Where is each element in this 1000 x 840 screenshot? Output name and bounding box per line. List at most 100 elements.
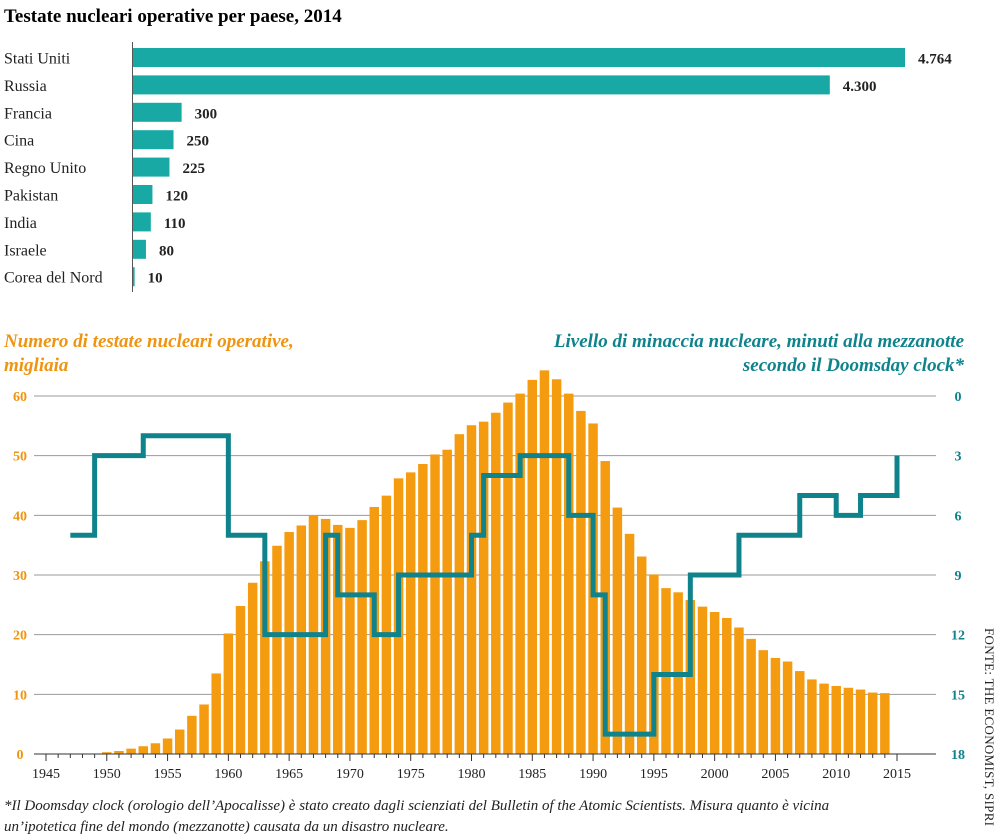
x-tick-label: 1965	[275, 767, 303, 782]
warhead-bar	[551, 379, 562, 754]
warhead-bar	[187, 715, 197, 754]
warhead-bar	[770, 657, 781, 754]
bar-category-label: Corea del Nord	[4, 270, 103, 287]
country-bar	[133, 157, 170, 177]
warhead-bar	[819, 683, 829, 754]
right-y-tick: 0	[955, 390, 962, 405]
warhead-bar	[612, 507, 623, 754]
left-y-tick: 0	[17, 748, 24, 763]
warhead-bar	[199, 704, 209, 754]
left-y-tick: 60	[13, 390, 27, 405]
footnote-line2: un’ipotetica fine del mondo (mezzanotte)…	[4, 819, 449, 835]
warhead-bar	[576, 410, 586, 754]
footnote-line1: *Il Doomsday clock (orologio dell’Apocal…	[4, 798, 829, 814]
country-bar	[133, 185, 153, 204]
country-bar	[133, 48, 905, 67]
warhead-bar	[345, 527, 355, 754]
x-tick-label: 1975	[397, 767, 425, 782]
right-y-tick: 18	[951, 748, 965, 763]
right-y-tick: 15	[951, 688, 965, 703]
warhead-bar	[272, 545, 282, 754]
warhead-bar	[624, 533, 635, 754]
source-label: FONTE: THE ECONOMIST, SIPRI	[982, 628, 997, 826]
warhead-bar	[649, 574, 659, 754]
warhead-bar	[491, 412, 501, 754]
warhead-bar	[381, 495, 392, 754]
right-y-tick: 6	[955, 509, 962, 524]
warhead-bar	[527, 379, 538, 754]
bar-value-label: 250	[187, 134, 210, 150]
bar-value-label: 10	[148, 271, 163, 287]
doomsday-clock-line	[70, 433, 900, 737]
warhead-bar	[126, 748, 136, 754]
bar-category-label: Francia	[4, 105, 52, 122]
bar-category-label: Israele	[4, 242, 47, 259]
warhead-bar	[661, 588, 671, 754]
left-axis-title-line1: Numero di testate nucleari operative,	[3, 331, 294, 352]
bar-value-label: 120	[165, 189, 188, 205]
left-y-tick: 40	[13, 509, 27, 524]
bar-category-label: Russia	[4, 78, 47, 95]
bar-value-label: 4.300	[843, 79, 877, 95]
warhead-bar	[746, 638, 756, 754]
warhead-bar	[102, 752, 112, 754]
warhead-bar	[782, 661, 793, 754]
warhead-bar	[296, 525, 307, 754]
warhead-bar	[697, 606, 708, 754]
bar-category-label: Pakistan	[4, 188, 58, 205]
country-bar	[133, 75, 830, 95]
warhead-bar	[734, 627, 744, 754]
warhead-bar	[235, 606, 246, 754]
country-bar	[133, 267, 135, 287]
x-tick-label: 2000	[701, 767, 729, 782]
warhead-bar	[855, 689, 866, 754]
warhead-bar	[454, 434, 465, 754]
x-tick-label: 2015	[883, 767, 911, 782]
right-axis-title-line2: secondo il Doomsday clock*	[742, 355, 965, 376]
warhead-bar	[880, 693, 890, 754]
warhead-bar	[466, 425, 477, 754]
warhead-bar	[357, 520, 367, 754]
x-axis: 1945 1950 1955 1960 1965 1970 1975 1980 1985 1990…	[32, 753, 936, 782]
warhead-bar	[333, 524, 343, 754]
warhead-bar	[284, 532, 294, 754]
warhead-bar	[430, 454, 440, 754]
x-tick-label: 1960	[214, 767, 242, 782]
bar-value-label: 80	[159, 243, 174, 259]
right-axis-title-line1: Livello di minaccia nucleare, minuti all…	[553, 331, 965, 352]
x-tick-label: 1945	[32, 767, 60, 782]
bar-value-label: 225	[182, 161, 205, 177]
warhead-bar	[795, 671, 805, 754]
bar-category-label: Stati Uniti	[4, 51, 71, 68]
x-tick-label: 1970	[336, 767, 364, 782]
warhead-bar	[260, 561, 270, 754]
country-bar	[133, 212, 151, 232]
right-y-axis: 0 3 6 9 12 15 18	[951, 390, 965, 763]
x-tick-label: 1985	[518, 767, 546, 782]
left-axis-title-line2: migliaia	[4, 355, 69, 376]
country-bar	[133, 130, 174, 150]
warhead-bar	[515, 393, 525, 754]
bar-value-label: 4.764	[918, 52, 952, 68]
warhead-bar	[685, 600, 696, 754]
left-y-axis: 0 10 20 30 40 50 60	[13, 390, 27, 763]
x-tick-label: 2005	[761, 767, 789, 782]
warhead-bar	[418, 464, 428, 754]
warhead-bar	[807, 679, 817, 754]
bar-category-label: Regno Unito	[4, 160, 86, 177]
warhead-bar	[150, 743, 161, 754]
right-y-tick: 9	[955, 569, 962, 584]
warhead-bar	[223, 633, 234, 754]
warhead-bar	[442, 449, 452, 754]
warhead-bar	[174, 729, 185, 754]
bar-chart-title: Testate nucleari operative per paese, 20…	[4, 6, 342, 27]
warhead-bar	[758, 650, 769, 754]
warhead-bar	[405, 472, 416, 754]
bar-value-label: 110	[164, 216, 186, 232]
x-tick-label: 1950	[93, 767, 121, 782]
warhead-bar	[709, 611, 720, 754]
horizontal-bars: Stati Uniti 4.764 Russia 4.300 Francia 300 Cin…	[4, 48, 952, 287]
x-tick-label: 2010	[822, 767, 850, 782]
x-tick-label: 1990	[579, 767, 607, 782]
warhead-bar	[843, 687, 854, 754]
